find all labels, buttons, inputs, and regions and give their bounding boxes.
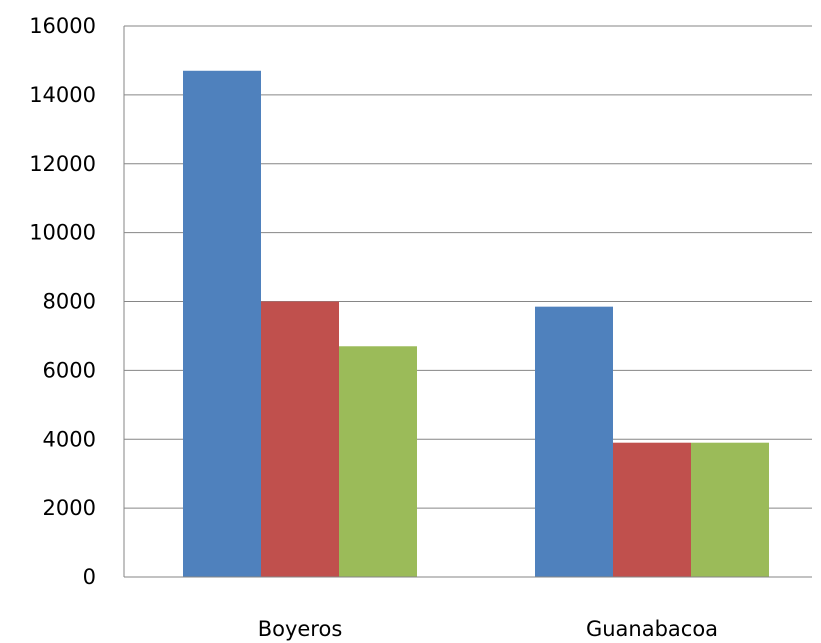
bar-guanabacoa-series-3: [691, 442, 769, 577]
y-tick-label-10000: 10000: [29, 221, 96, 245]
y-tick-label-2000: 2000: [43, 496, 96, 520]
y-tick-label-16000: 16000: [29, 14, 96, 38]
y-tick-label-6000: 6000: [43, 358, 96, 382]
bar-boyeros-series-2: [261, 301, 339, 577]
bar-guanabacoa-series-1: [535, 306, 613, 577]
x-category-label-guanabacoa: Guanabacoa: [586, 617, 718, 641]
y-tick-label-4000: 4000: [43, 427, 96, 451]
bars: [183, 70, 769, 578]
bar-guanabacoa-series-2: [613, 442, 691, 577]
bar-boyeros-series-3: [339, 346, 417, 577]
y-tick-label-0: 0: [83, 565, 96, 589]
y-tick-label-14000: 14000: [29, 83, 96, 107]
labels: 0 2000 4000 6000 8000 10000 12000 14000 16000 Boy…: [29, 14, 718, 641]
axes: [123, 26, 812, 578]
y-tick-label-12000: 12000: [29, 152, 96, 176]
x-category-label-boyeros: Boyeros: [258, 617, 343, 641]
bar-boyeros-series-1: [183, 70, 261, 578]
y-tick-label-8000: 8000: [43, 290, 96, 314]
